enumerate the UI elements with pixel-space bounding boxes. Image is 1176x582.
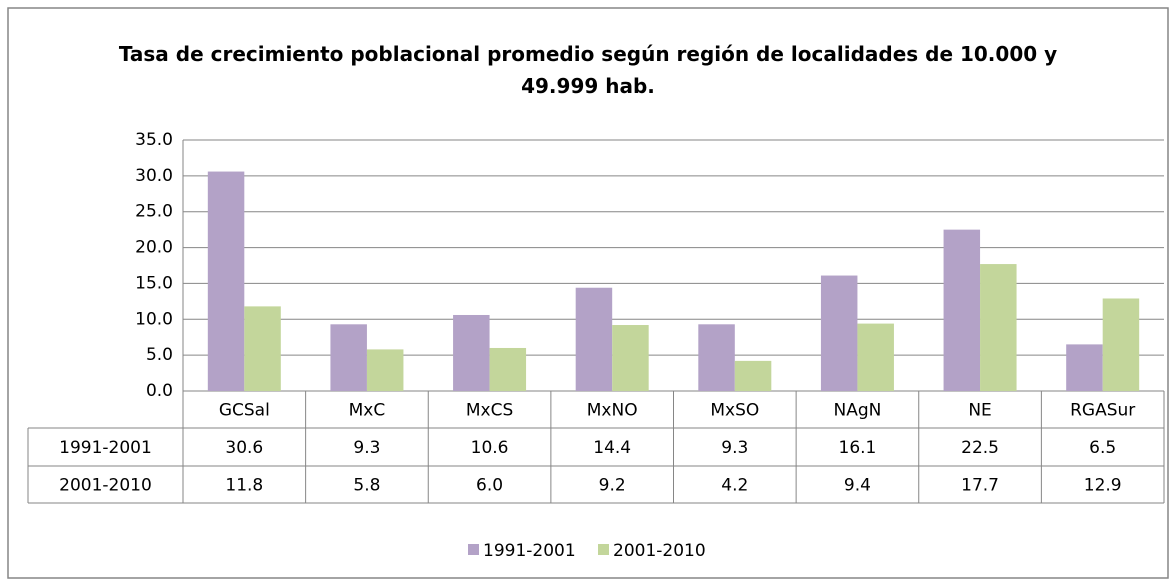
table-value: 9.3 [721, 438, 748, 458]
bar [734, 360, 772, 391]
table-value: 17.7 [961, 476, 999, 496]
table-value: 22.5 [961, 438, 999, 458]
table-value: 9.2 [599, 476, 626, 496]
table-value: 11.8 [225, 476, 263, 496]
table-value: 4.2 [721, 476, 748, 496]
x-tick-label: NAgN [834, 401, 882, 421]
x-tick-label: MxC [349, 401, 386, 421]
x-tick-label: NE [968, 401, 991, 421]
bar [820, 275, 858, 391]
bar [489, 347, 527, 391]
x-tick-label: RGASur [1070, 401, 1135, 421]
legend-swatch [598, 544, 609, 555]
table-value: 10.6 [471, 438, 509, 458]
bar [943, 229, 981, 391]
table-value: 6.0 [476, 476, 503, 496]
table-value: 14.4 [593, 438, 631, 458]
table-value: 5.8 [353, 476, 380, 496]
bar [207, 171, 245, 391]
table-value: 30.6 [225, 438, 263, 458]
table-row-label: 2001-2010 [59, 476, 152, 496]
legend-label: 1991-2001 [483, 541, 576, 561]
bar [244, 306, 281, 391]
bar [366, 349, 404, 391]
bar [330, 324, 367, 391]
bar [857, 323, 894, 391]
table-value: 6.5 [1089, 438, 1116, 458]
table-value: 16.1 [839, 438, 877, 458]
bar [612, 325, 649, 391]
bar [1066, 344, 1103, 391]
y-tick-label: 25.0 [135, 202, 173, 222]
table-value: 12.9 [1084, 476, 1122, 496]
x-tick-label: MxNO [587, 401, 638, 421]
table-value: 9.3 [353, 438, 380, 458]
bar [1102, 298, 1140, 391]
y-tick-label: 0.0 [146, 381, 173, 401]
table-row-label: 1991-2001 [59, 438, 152, 458]
y-tick-label: 10.0 [135, 309, 173, 329]
bar [575, 287, 613, 391]
legend-label: 2001-2010 [613, 541, 706, 561]
y-tick-label: 15.0 [135, 273, 173, 293]
y-tick-label: 30.0 [135, 166, 173, 186]
bar [698, 324, 735, 391]
legend-swatch [468, 544, 479, 555]
table-value: 9.4 [844, 476, 871, 496]
x-tick-label: MxSO [710, 401, 759, 421]
x-tick-label: GCSal [219, 401, 270, 421]
chart-title: Tasa de crecimiento poblacional promedio… [118, 42, 1058, 98]
y-tick-label: 20.0 [135, 238, 173, 258]
bar [453, 314, 490, 391]
y-tick-label: 35.0 [135, 130, 173, 150]
x-tick-label: MxCS [466, 401, 513, 421]
bar [980, 264, 1017, 391]
y-tick-label: 5.0 [146, 345, 173, 365]
